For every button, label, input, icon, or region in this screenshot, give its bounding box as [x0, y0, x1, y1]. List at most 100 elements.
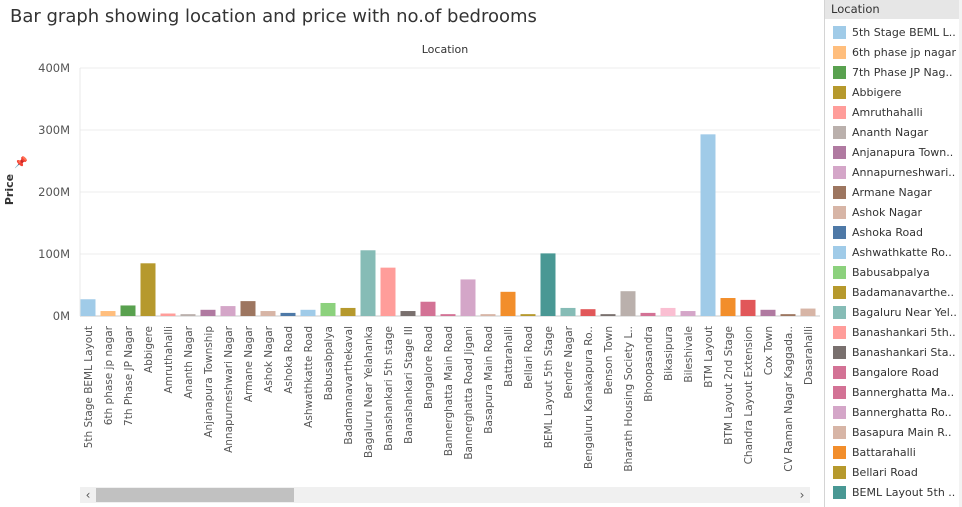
x-tick-label: Ashoka Road: [283, 326, 295, 394]
legend-item[interactable]: Babusabpalya: [833, 262, 930, 282]
x-tick-label: Bendre Nagar: [563, 325, 575, 398]
bar[interactable]: [100, 311, 116, 316]
legend-item[interactable]: Bannerghatta Ro..: [833, 402, 952, 422]
legend-item[interactable]: Anjanapura Town..: [833, 142, 953, 162]
legend-item[interactable]: Ashoka Road: [833, 222, 923, 242]
bar[interactable]: [440, 314, 456, 316]
x-tick-label: Bharath Housing Society L..: [623, 326, 635, 472]
x-tick-label: BTM Layout: [703, 326, 715, 388]
legend-swatch: [833, 325, 846, 339]
bar[interactable]: [180, 314, 196, 316]
bar[interactable]: [400, 311, 416, 316]
x-tick-label: Bagaluru Near Yelahanka: [363, 326, 375, 458]
legend-item[interactable]: Bannerghatta Ma..: [833, 382, 954, 402]
bar[interactable]: [720, 298, 736, 316]
bar[interactable]: [620, 291, 636, 316]
bar[interactable]: [600, 314, 616, 316]
x-tick-label: Banashankari Stage III: [403, 326, 415, 444]
bar[interactable]: [460, 279, 476, 316]
x-tick-label: Abbigere: [143, 326, 155, 373]
bar[interactable]: [500, 291, 516, 316]
legend-swatch: [833, 265, 846, 279]
legend-item[interactable]: Basapura Main R..: [833, 422, 951, 442]
legend-item[interactable]: Ashok Nagar: [833, 202, 922, 222]
legend-swatch: [833, 365, 846, 379]
legend-scrollbar[interactable]: [959, 0, 962, 507]
legend-swatch: [833, 245, 846, 259]
bar[interactable]: [580, 309, 596, 316]
legend-item[interactable]: Bagaluru Near Yel..: [833, 302, 957, 322]
x-tick-label: Ashwathkatte Road: [303, 326, 315, 428]
legend-item[interactable]: Ashwathkatte Ro..: [833, 242, 952, 262]
legend-label: Bangalore Road: [852, 365, 939, 379]
bar[interactable]: [740, 299, 756, 316]
bar[interactable]: [280, 312, 296, 316]
y-tick-label: 100M: [38, 247, 70, 261]
legend-item[interactable]: Banashankari Sta..: [833, 342, 955, 362]
bar[interactable]: [480, 314, 496, 316]
bar[interactable]: [700, 134, 716, 316]
bar[interactable]: [420, 301, 436, 316]
legend-item[interactable]: Armane Nagar: [833, 182, 932, 202]
bar[interactable]: [780, 314, 796, 316]
legend-label: Badamanavarthe..: [852, 285, 954, 299]
bar[interactable]: [520, 314, 536, 316]
pin-icon[interactable]: 📌: [14, 156, 28, 169]
legend-swatch: [833, 145, 846, 159]
bar-chart: 0M 100M 200M 300M 400M 5th Stage BEML Layout 6…: [38, 61, 820, 472]
legend-swatch: [833, 105, 846, 119]
legend-label: Banashankari Sta..: [852, 345, 956, 359]
scroll-right-icon[interactable]: ›: [799, 488, 805, 502]
x-tick-label: Benson Town: [603, 326, 615, 395]
y-tick-label: 0M: [53, 309, 70, 323]
scroll-left-icon[interactable]: ‹: [85, 488, 91, 502]
bar[interactable]: [360, 250, 376, 316]
y-tick-label: 400M: [38, 61, 70, 75]
bar[interactable]: [640, 312, 656, 316]
legend-label: Ananth Nagar: [852, 125, 929, 139]
legend-item[interactable]: Ananth Nagar: [833, 122, 928, 142]
scroll-thumb[interactable]: [96, 488, 294, 502]
bar[interactable]: [220, 306, 236, 316]
legend-item[interactable]: Bellari Road: [833, 462, 918, 482]
bar[interactable]: [160, 313, 176, 316]
legend-label: Bannerghatta Ro..: [852, 405, 952, 419]
legend-item[interactable]: Amruthahalli: [833, 102, 923, 122]
legend-label: BEML Layout 5th ..: [852, 485, 956, 499]
bar[interactable]: [560, 307, 576, 316]
bar[interactable]: [140, 263, 156, 316]
legend-item[interactable]: Bangalore Road: [833, 362, 939, 382]
x-tick-label: Bengaluru Kanakapura Ro..: [583, 326, 595, 469]
bar[interactable]: [760, 309, 776, 316]
legend-swatch: [833, 385, 846, 399]
top-axis-title: Location: [421, 43, 469, 56]
bar[interactable]: [680, 311, 696, 316]
bar[interactable]: [120, 305, 136, 316]
horizontal-scrollbar[interactable]: ‹ ›: [80, 487, 810, 503]
bar[interactable]: [300, 309, 316, 316]
bar[interactable]: [260, 311, 276, 316]
legend-item[interactable]: Annapurneshwari..: [833, 162, 955, 182]
bar[interactable]: [80, 299, 96, 316]
legend-item[interactable]: Abbigere: [833, 82, 901, 102]
x-tick-label: Dasarahalli: [803, 326, 815, 385]
legend-swatch: [833, 205, 846, 219]
bar[interactable]: [340, 307, 356, 316]
legend-item[interactable]: 5th Stage BEML L..: [833, 22, 956, 42]
bar[interactable]: [540, 253, 556, 316]
legend-swatch: [833, 45, 846, 59]
bar[interactable]: [200, 309, 216, 316]
bar[interactable]: [800, 308, 816, 316]
legend-item[interactable]: 6th phase jp nagar: [833, 42, 956, 62]
y-tick-label: 300M: [38, 123, 70, 137]
legend-item[interactable]: Battarahalli: [833, 442, 916, 462]
legend-item[interactable]: Badamanavarthe..: [833, 282, 954, 302]
bar[interactable]: [660, 307, 676, 316]
legend-item[interactable]: BEML Layout 5th ..: [833, 482, 955, 502]
legend-item[interactable]: Banashankari 5th..: [833, 322, 956, 342]
bar[interactable]: [320, 302, 336, 316]
legend-item[interactable]: 7th Phase JP Nag..: [833, 62, 952, 82]
x-tick-label: 7th Phase JP Nagar: [123, 325, 135, 426]
bar[interactable]: [380, 267, 396, 316]
bar[interactable]: [240, 301, 256, 316]
